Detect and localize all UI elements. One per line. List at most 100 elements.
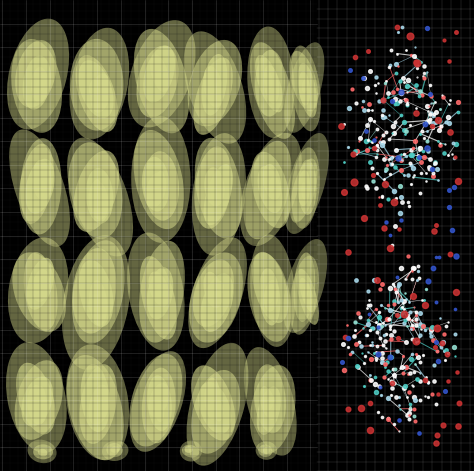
Ellipse shape bbox=[297, 269, 319, 325]
Ellipse shape bbox=[23, 56, 51, 110]
Ellipse shape bbox=[142, 368, 176, 443]
Ellipse shape bbox=[251, 152, 290, 228]
Ellipse shape bbox=[127, 233, 185, 350]
Ellipse shape bbox=[94, 398, 104, 419]
Ellipse shape bbox=[134, 130, 184, 229]
Ellipse shape bbox=[203, 66, 223, 107]
Ellipse shape bbox=[38, 449, 47, 456]
Ellipse shape bbox=[192, 133, 246, 256]
Ellipse shape bbox=[68, 142, 122, 239]
Ellipse shape bbox=[266, 395, 274, 411]
Ellipse shape bbox=[86, 168, 113, 224]
Ellipse shape bbox=[264, 280, 279, 312]
Ellipse shape bbox=[189, 252, 243, 343]
Ellipse shape bbox=[255, 50, 285, 117]
Ellipse shape bbox=[128, 20, 196, 128]
Ellipse shape bbox=[142, 157, 170, 211]
Ellipse shape bbox=[255, 55, 283, 113]
Ellipse shape bbox=[244, 347, 297, 455]
Ellipse shape bbox=[204, 378, 220, 420]
Ellipse shape bbox=[284, 133, 329, 234]
Ellipse shape bbox=[283, 239, 327, 333]
Ellipse shape bbox=[36, 75, 46, 93]
Ellipse shape bbox=[247, 252, 292, 342]
Ellipse shape bbox=[81, 364, 110, 432]
Ellipse shape bbox=[299, 71, 310, 106]
Ellipse shape bbox=[134, 29, 190, 133]
Ellipse shape bbox=[129, 354, 182, 447]
Ellipse shape bbox=[188, 40, 242, 126]
Ellipse shape bbox=[154, 171, 164, 189]
Ellipse shape bbox=[188, 237, 247, 348]
Ellipse shape bbox=[32, 269, 50, 302]
Ellipse shape bbox=[284, 42, 324, 133]
Ellipse shape bbox=[106, 443, 123, 457]
Ellipse shape bbox=[300, 278, 315, 312]
Ellipse shape bbox=[203, 272, 222, 309]
Ellipse shape bbox=[211, 186, 220, 206]
Ellipse shape bbox=[290, 46, 321, 131]
Ellipse shape bbox=[195, 138, 242, 238]
Ellipse shape bbox=[37, 386, 46, 406]
Ellipse shape bbox=[183, 32, 246, 144]
Ellipse shape bbox=[89, 280, 108, 326]
Ellipse shape bbox=[145, 172, 166, 208]
Ellipse shape bbox=[7, 19, 69, 130]
Ellipse shape bbox=[213, 281, 224, 299]
Ellipse shape bbox=[264, 65, 279, 104]
Ellipse shape bbox=[88, 181, 109, 219]
Ellipse shape bbox=[214, 400, 224, 422]
Ellipse shape bbox=[293, 252, 315, 322]
Ellipse shape bbox=[255, 441, 277, 460]
Ellipse shape bbox=[72, 248, 116, 333]
Ellipse shape bbox=[201, 54, 228, 115]
Ellipse shape bbox=[148, 271, 170, 307]
Ellipse shape bbox=[37, 181, 46, 197]
Ellipse shape bbox=[33, 274, 42, 294]
Ellipse shape bbox=[27, 258, 54, 310]
Ellipse shape bbox=[32, 160, 52, 200]
Ellipse shape bbox=[67, 355, 124, 460]
Ellipse shape bbox=[67, 138, 133, 256]
Ellipse shape bbox=[73, 150, 119, 232]
Ellipse shape bbox=[130, 351, 186, 452]
Ellipse shape bbox=[66, 344, 129, 460]
Ellipse shape bbox=[263, 447, 270, 454]
Ellipse shape bbox=[89, 79, 99, 97]
Ellipse shape bbox=[144, 151, 179, 220]
Ellipse shape bbox=[155, 68, 165, 87]
Ellipse shape bbox=[89, 385, 110, 425]
Ellipse shape bbox=[301, 182, 307, 200]
Ellipse shape bbox=[187, 343, 248, 466]
Ellipse shape bbox=[250, 365, 295, 454]
Ellipse shape bbox=[191, 365, 235, 441]
Ellipse shape bbox=[27, 440, 56, 463]
Ellipse shape bbox=[198, 382, 231, 434]
Ellipse shape bbox=[290, 256, 319, 335]
Ellipse shape bbox=[75, 55, 118, 132]
Ellipse shape bbox=[182, 445, 199, 457]
Ellipse shape bbox=[11, 39, 62, 133]
Ellipse shape bbox=[180, 440, 202, 462]
Ellipse shape bbox=[8, 237, 68, 343]
Ellipse shape bbox=[267, 284, 275, 303]
Ellipse shape bbox=[137, 46, 178, 118]
Ellipse shape bbox=[191, 370, 240, 454]
Ellipse shape bbox=[204, 167, 225, 206]
Ellipse shape bbox=[298, 160, 317, 215]
Ellipse shape bbox=[139, 241, 185, 343]
Ellipse shape bbox=[70, 28, 129, 139]
Ellipse shape bbox=[25, 159, 55, 214]
Ellipse shape bbox=[240, 133, 302, 246]
Ellipse shape bbox=[150, 55, 169, 92]
Ellipse shape bbox=[79, 260, 113, 327]
Ellipse shape bbox=[201, 273, 234, 332]
Ellipse shape bbox=[31, 67, 48, 103]
Ellipse shape bbox=[244, 141, 292, 239]
Ellipse shape bbox=[16, 363, 55, 434]
Ellipse shape bbox=[258, 445, 273, 457]
Ellipse shape bbox=[155, 282, 165, 300]
Ellipse shape bbox=[193, 260, 234, 327]
Ellipse shape bbox=[143, 46, 175, 103]
Ellipse shape bbox=[15, 360, 63, 440]
